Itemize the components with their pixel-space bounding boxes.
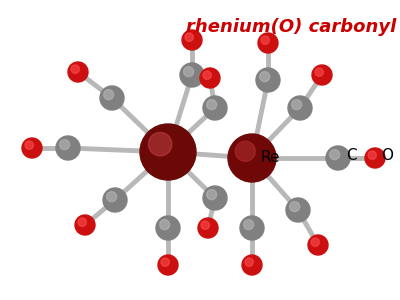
Circle shape [78, 218, 86, 226]
Circle shape [25, 141, 34, 149]
Circle shape [286, 198, 310, 222]
Circle shape [292, 100, 302, 110]
Circle shape [206, 190, 217, 200]
Circle shape [200, 68, 220, 88]
Circle shape [161, 258, 169, 266]
Circle shape [56, 136, 80, 160]
Circle shape [326, 146, 350, 170]
Circle shape [244, 220, 254, 230]
Circle shape [184, 67, 194, 77]
Circle shape [365, 148, 385, 168]
Circle shape [308, 235, 328, 255]
Circle shape [245, 258, 254, 266]
Circle shape [103, 188, 127, 212]
Circle shape [368, 151, 376, 159]
Text: Re: Re [260, 150, 280, 165]
Circle shape [71, 65, 79, 74]
Circle shape [156, 216, 180, 240]
Circle shape [201, 221, 210, 230]
Circle shape [198, 218, 218, 238]
Circle shape [60, 140, 70, 150]
Circle shape [312, 65, 332, 85]
Circle shape [242, 255, 262, 275]
Circle shape [140, 124, 196, 180]
Circle shape [203, 96, 227, 120]
Circle shape [203, 71, 211, 80]
Circle shape [68, 62, 88, 82]
Circle shape [182, 30, 202, 50]
Circle shape [206, 100, 217, 110]
Circle shape [158, 255, 178, 275]
Circle shape [180, 63, 204, 87]
Circle shape [311, 238, 319, 246]
Circle shape [256, 68, 280, 92]
Circle shape [290, 202, 300, 212]
Circle shape [315, 68, 323, 76]
Circle shape [104, 90, 114, 100]
Circle shape [240, 216, 264, 240]
Text: C: C [346, 148, 357, 163]
Text: rhenium(O) carbonyl: rhenium(O) carbonyl [186, 18, 396, 36]
Circle shape [22, 138, 42, 158]
Circle shape [228, 134, 276, 182]
Circle shape [260, 72, 270, 82]
Circle shape [185, 33, 193, 41]
Text: O: O [381, 148, 393, 163]
Circle shape [330, 150, 340, 160]
Circle shape [106, 192, 117, 202]
Circle shape [160, 220, 170, 230]
Circle shape [148, 132, 172, 156]
Circle shape [203, 186, 227, 210]
Circle shape [235, 141, 255, 161]
Circle shape [261, 36, 270, 44]
Circle shape [258, 33, 278, 53]
Circle shape [288, 96, 312, 120]
Circle shape [75, 215, 95, 235]
Circle shape [100, 86, 124, 110]
